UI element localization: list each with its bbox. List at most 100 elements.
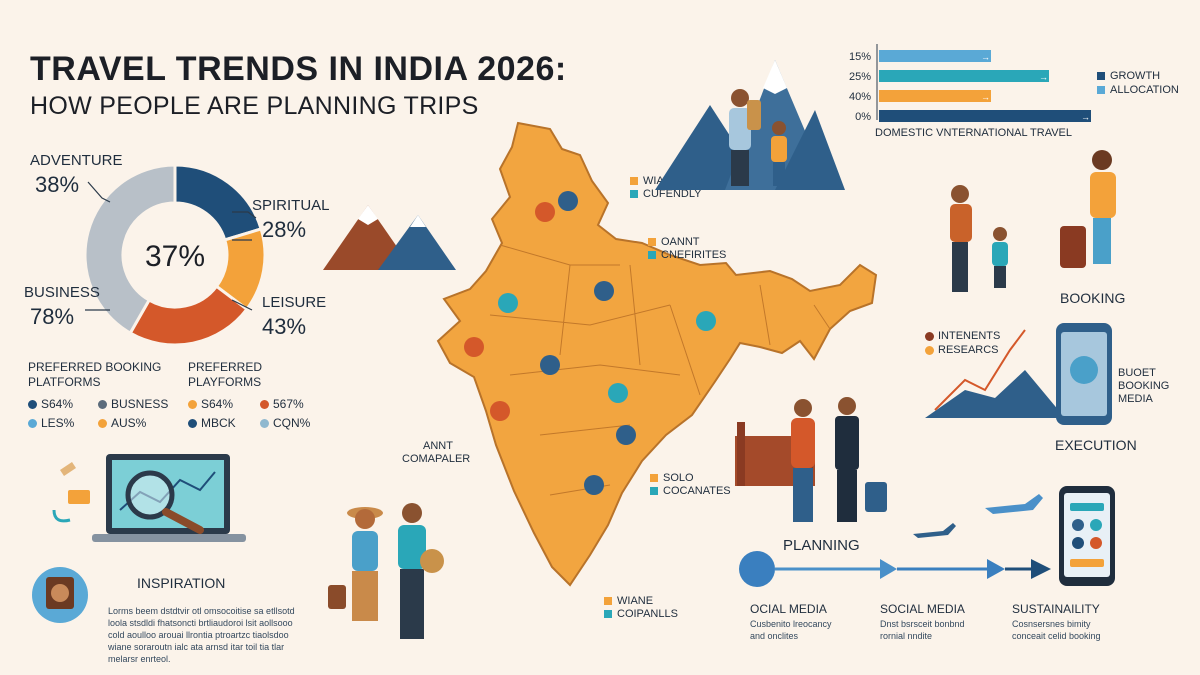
journey-step-1: OCIAL MEDIA Cusbenito lreocancy and oncl… <box>750 602 832 641</box>
slice-label-business: BUSINESS <box>24 284 100 301</box>
inspiration-text: Lorms beem dstdtvir otl omsocoitise sa e… <box>108 606 295 664</box>
bar-arrow-icon: → <box>1081 112 1090 122</box>
map-label-cocanates: COCANATES <box>650 485 731 497</box>
ticket-icon <box>68 490 90 504</box>
slice-value-business: 78% <box>30 304 75 329</box>
bar-3 <box>879 110 1091 122</box>
planning-icon <box>739 551 775 587</box>
bar-chart-xlabel: DOMESTIC VNTERNATIONAL TRAVEL <box>875 127 1073 139</box>
bar-chart-legend: GROWTH ALLOCATION <box>1097 69 1179 97</box>
plane-icons <box>913 494 1043 538</box>
step-title: SOCIAL MEDIA <box>880 602 965 616</box>
refresh-icon <box>52 509 71 523</box>
page-subtitle: HOW PEOPLE ARE PLANNING TRIPS <box>30 92 479 120</box>
arrow-icon <box>880 559 897 579</box>
map-label-cnefirites: CNEFIRITES <box>648 249 726 261</box>
donut-leader-lines <box>85 181 257 311</box>
hikers-mountain-illustration <box>655 60 845 190</box>
donut-slice-business <box>83 163 177 336</box>
bar-arrow-icon: → <box>981 52 990 62</box>
slice-value-spiritual: 28% <box>262 217 307 242</box>
journey-step-3: SUSTAINAILITY Cosnsersnes bimity conceai… <box>1012 602 1101 641</box>
map-label-cufendly: CUFENDLY <box>630 188 701 200</box>
execution-phone-icon <box>1059 486 1115 586</box>
booking-left-item: AUS% <box>98 415 178 432</box>
slice-value-adventure: 38% <box>35 172 80 197</box>
bar-arrow-icon: → <box>1039 72 1048 82</box>
booking-title2: PREFERRED <box>188 360 263 374</box>
booking-right-item: S64% <box>188 396 260 413</box>
legend-dot <box>188 419 197 429</box>
travel-bar-chart: 15% → 25% → 40% → 0% → <box>849 44 1091 123</box>
map-label-oannt: OANNT <box>648 236 700 248</box>
plane-icon <box>60 462 76 476</box>
plane-icon <box>913 523 956 538</box>
magnifier-icon <box>125 470 175 520</box>
legend-dot <box>260 400 269 410</box>
bar-0 <box>879 50 991 62</box>
plane-icon <box>985 494 1043 514</box>
phone-caption: BUOET BOOKING MEDIA <box>1118 367 1170 405</box>
legend-item-growth: GROWTH <box>1097 69 1179 83</box>
step-title: OCIAL MEDIA <box>750 602 827 616</box>
bar-tick-label: 0% <box>855 111 871 123</box>
legend-dot <box>98 400 107 410</box>
family-travellers-illustration <box>950 150 1116 292</box>
booking-left-item: S64% <box>28 396 98 413</box>
arrow-icon <box>987 559 1005 579</box>
booking-right-item: CQN% <box>260 415 330 432</box>
map-label-wiane-bottom: WIANE <box>604 595 653 607</box>
slice-label-spiritual: SPIRITUAL <box>252 197 330 214</box>
legend-item-allocation: ALLOCATION <box>1097 83 1179 97</box>
bar-tick-label: 40% <box>849 91 871 103</box>
couple-travellers-illustration <box>328 503 444 639</box>
booking-left-item: LES% <box>28 415 98 432</box>
booking-left-item: BUSNESS <box>98 396 178 413</box>
legend-dot <box>28 400 37 410</box>
legend-dot <box>28 419 37 429</box>
page-title: TRAVEL TRENDS IN INDIA 2026: <box>30 50 567 88</box>
map-label-annt: ANNT <box>423 440 453 452</box>
laptop-magnifier-illustration <box>52 454 246 542</box>
bar-1 <box>879 70 1049 82</box>
booking-legend-left: PREFERRED BOOKING PLATFORMS S64% BUSNESS… <box>28 360 178 432</box>
journey-legend-researcs: RESEARCS <box>925 344 999 356</box>
map-label-coipanlls: COIPANLLS <box>604 608 678 620</box>
legend-dot <box>188 400 197 410</box>
booking-title2b: PLAYFORMS <box>188 375 262 389</box>
couple-monument-illustration <box>735 397 887 522</box>
avatar <box>32 567 88 623</box>
suitcase-icon <box>1060 226 1086 268</box>
booking-title1: PREFERRED BOOKING <box>28 360 162 374</box>
bar-tick-label: 25% <box>849 71 871 83</box>
donut-chart: 37% <box>83 163 267 347</box>
journey-step-2: SOCIAL MEDIA Dnst bsrsceit bonbnd rornia… <box>880 602 965 641</box>
slice-value-leisure: 43% <box>262 314 307 339</box>
booking-right-item: MBCK <box>188 415 260 432</box>
phone-icon <box>1056 323 1112 425</box>
journey-planning-title: PLANNING <box>783 537 860 554</box>
journey-legend-intents: INTENENTS <box>925 330 1000 342</box>
map-label-compaler: COMAPALER <box>402 453 471 465</box>
india-map <box>436 121 878 587</box>
bar-2 <box>879 90 991 102</box>
trend-line-illustration <box>925 329 1065 418</box>
journey-execution-title: EXECUTION <box>1055 437 1137 453</box>
mountain-illustration <box>323 205 456 270</box>
booking-right-item: 567% <box>260 396 330 413</box>
legend-dot <box>98 419 107 429</box>
arrow-icon <box>1031 559 1051 579</box>
donut-center-label: 37% <box>145 240 205 273</box>
bar-arrow-icon: → <box>981 92 990 102</box>
slice-label-leisure: LEISURE <box>262 294 327 311</box>
booking-legend-right: PREFERRED PLAYFORMS S64% 567% MBCK CQN% <box>188 360 330 432</box>
map-label-solo: SOLO <box>650 472 694 484</box>
planning-flow-arrows <box>739 551 1051 587</box>
bar-tick-label: 15% <box>849 51 871 63</box>
step-title: SUSTAINAILITY <box>1012 602 1100 616</box>
slice-label-adventure: ADVENTURE <box>30 152 123 169</box>
booking-title1b: PLATFORMS <box>28 375 101 389</box>
inspiration-title: INSPIRATION <box>137 575 226 591</box>
legend-dot <box>260 419 269 429</box>
journey-booking-title: BOOKING <box>1060 290 1126 306</box>
